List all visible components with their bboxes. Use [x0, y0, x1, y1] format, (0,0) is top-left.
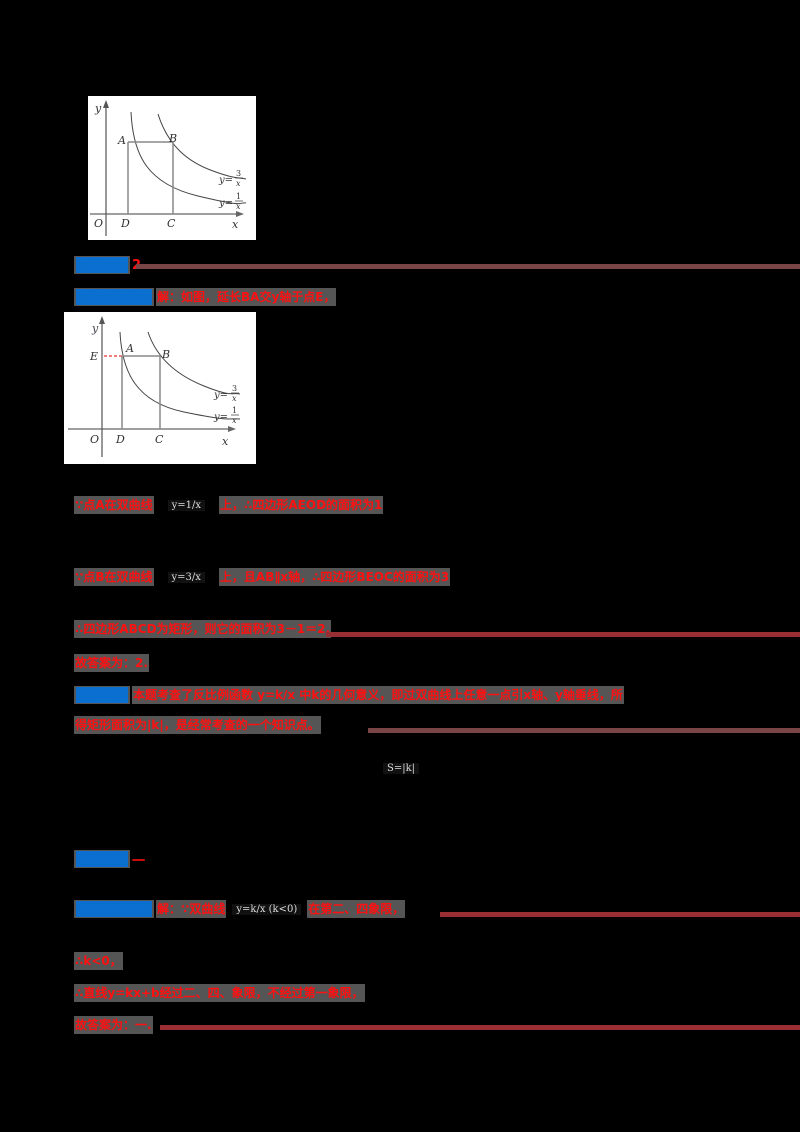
x-axis-label: x [222, 435, 229, 448]
step-2-post: 上，且AB∥x轴，∴四边形BEOC的面积为3 [218, 568, 451, 586]
curve-3-denominator: x [232, 394, 237, 403]
graph-figure-2: y E A B O D C x y= 3 x y= 1 x [64, 312, 256, 464]
answer-label: 【答案】 [74, 850, 131, 868]
divider-rule [326, 632, 800, 637]
comment-line-2: 得矩形面积为|k|，是经常考查的一个知识点。 [74, 716, 321, 734]
tail-text-2: ∴直线y=kx+b经过二、四、象限，不经过第一象限， [74, 984, 365, 1002]
step-1-post: 上，∴四边形AEOD的面积为1 [219, 496, 384, 514]
step-1-formula: y=1/x [167, 499, 206, 511]
solution-step-4: 故答案为：2. [74, 652, 149, 674]
analysis-2-post: 在第二、四象限， [307, 900, 406, 918]
point-a-label: A [125, 342, 134, 355]
comment-row-2: 得矩形面积为|k|，是经常考查的一个知识点。 [74, 714, 321, 736]
solution-step-2: ∵点B在双曲线 y=3/x 上，且AB∥x轴，∴四边形BEOC的面积为3 [74, 566, 451, 588]
curve-3-prefix: y= [213, 390, 228, 401]
analysis-2-formula: y=k/x (k<0) [232, 903, 302, 915]
comment-label: 【点睛】 [74, 686, 131, 704]
answer-label: 【答案】 [74, 256, 131, 274]
origin-label: O [90, 433, 99, 446]
curve-1-numerator: 1 [236, 192, 241, 201]
step-2-pre: ∵点B在双曲线 [74, 568, 154, 586]
analysis-label: 【详解详析】 [74, 288, 155, 306]
center-formula-text: S=|k| [382, 763, 420, 774]
point-e-label: E [89, 350, 98, 363]
curve-3-prefix: y= [218, 175, 233, 186]
curve-1-numerator: 1 [232, 406, 237, 415]
curve-1-prefix: y= [213, 412, 228, 423]
divider-rule [160, 1025, 800, 1030]
solution-step-1: ∵点A在双曲线 y=1/x 上，∴四边形AEOD的面积为1 [74, 494, 384, 516]
answer-row-2: 【答案】 一 [74, 848, 145, 870]
point-c-label: C [155, 433, 164, 446]
divider-rule [136, 264, 800, 269]
tail-line-1: ∴k<0， [74, 950, 123, 972]
tail-line-3: 故答案为：一. [74, 1014, 153, 1036]
curve-1-denominator: x [236, 202, 241, 211]
step-1-pre: ∵点A在双曲线 [74, 496, 154, 514]
point-b-label: B [168, 132, 177, 145]
answer-value: 一 [132, 853, 146, 869]
analysis-row-2: 【详解详析】 解：∵双曲线 y=k/x (k<0) 在第二、四象限， [74, 898, 406, 920]
answer-row-1: 【答案】 2 [74, 254, 141, 276]
comment-line-1: 本题考查了反比例函数 y=k/x 中k的几何意义，即过双曲线上任意一点引x轴、y… [132, 686, 624, 704]
divider-rule [368, 728, 800, 733]
step-3-text: ∴四边形ABCD为矩形，则它的面积为3－1＝2. [74, 620, 332, 638]
step-2-formula: y=3/x [167, 571, 205, 583]
hyperbola-diagram-1: y A B O D C x y= 3 x y= 1 x [90, 100, 247, 236]
graph-figure-1: y A B O D C x y= 3 x y= 1 x [88, 96, 256, 240]
point-d-label: D [115, 433, 125, 446]
curve-1-prefix: y= [218, 198, 233, 209]
solution-step-3: ∴四边形ABCD为矩形，则它的面积为3－1＝2. [74, 618, 332, 640]
step-4-text: 故答案为：2. [74, 654, 149, 672]
analysis-2-pre: 解：∵双曲线 [156, 900, 227, 918]
analysis-text: 解：如图，延长BA交y轴于点E， [156, 288, 337, 306]
x-axis-label: x [232, 218, 239, 231]
y-axis-label: y [91, 322, 99, 335]
hyperbola-diagram-2: y E A B O D C x y= 3 x y= 1 x [68, 316, 241, 457]
comment-row-1: 【点睛】 本题考查了反比例函数 y=k/x 中k的几何意义，即过双曲线上任意一点… [74, 684, 624, 706]
analysis-row-1: 【详解详析】 解：如图，延长BA交y轴于点E， [74, 286, 337, 308]
tail-text-3: 故答案为：一. [74, 1016, 153, 1034]
origin-label: O [94, 217, 103, 230]
curve-3-numerator: 3 [232, 384, 237, 393]
point-c-label: C [167, 217, 176, 230]
point-d-label: D [120, 217, 130, 230]
analysis-label: 【详解详析】 [74, 900, 155, 918]
tail-line-2: ∴直线y=kx+b经过二、四、象限，不经过第一象限， [74, 982, 365, 1004]
curve-1-denominator: x [232, 416, 237, 425]
curve-3-numerator: 3 [236, 169, 241, 178]
y-axis-label: y [94, 102, 102, 115]
point-b-label: B [161, 348, 170, 361]
point-a-label: A [117, 134, 126, 147]
center-formula: S=|k| [360, 756, 442, 778]
curve-3-denominator: x [236, 179, 241, 188]
divider-rule [440, 912, 800, 917]
tail-text-1: ∴k<0， [74, 952, 123, 970]
